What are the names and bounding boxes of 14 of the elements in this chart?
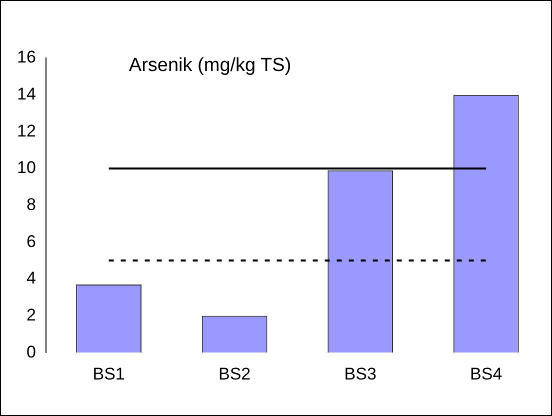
- y-tick-label: 12: [16, 121, 36, 140]
- x-tick-label: BS2: [218, 364, 251, 384]
- y-tick-label: 4: [26, 268, 36, 288]
- y-tick-label: 16: [16, 48, 36, 67]
- y-tick-label: 0: [26, 342, 36, 362]
- y-tick-label: 2: [26, 305, 36, 324]
- x-tick-label: BS4: [470, 364, 502, 384]
- x-tick-label: BS3: [344, 364, 376, 384]
- y-tick-label: 8: [26, 194, 36, 214]
- y-tick-label: 6: [26, 232, 36, 251]
- x-tick-label: BS1: [92, 364, 125, 384]
- y-tick-label: 14: [16, 84, 36, 104]
- chart-title: Arsenik (mg/kg TS): [128, 55, 292, 76]
- y-tick-label: 10: [16, 158, 36, 178]
